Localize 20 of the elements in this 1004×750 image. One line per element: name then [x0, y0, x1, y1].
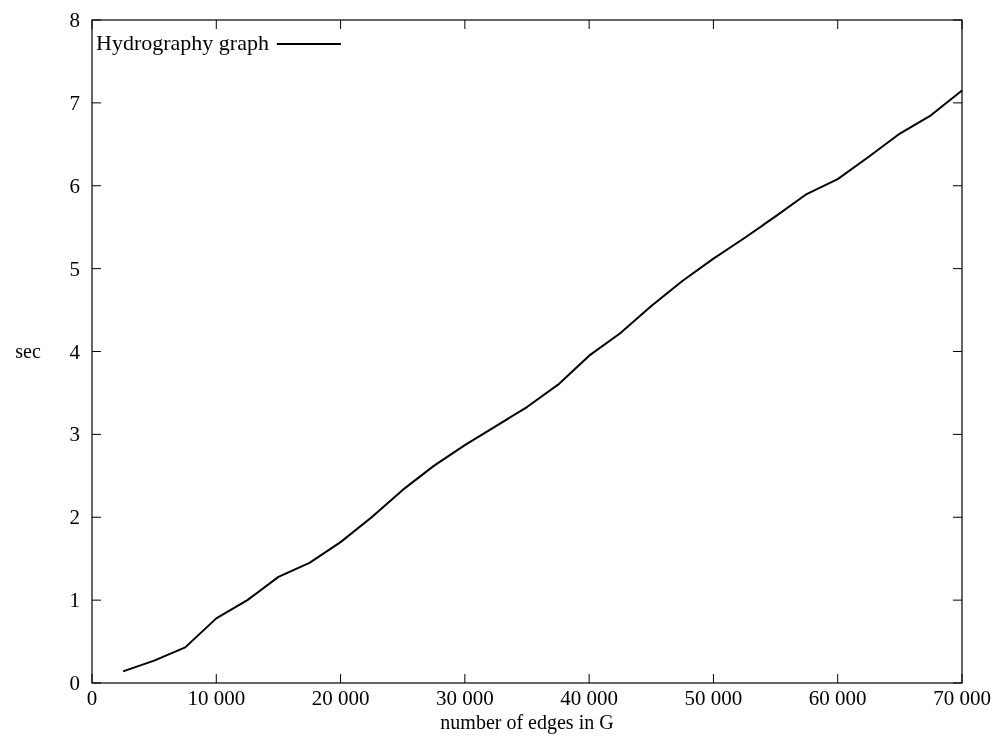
- x-tick-label: 50 000: [684, 686, 743, 710]
- y-tick-label: 5: [69, 256, 80, 281]
- y-tick-label: 6: [69, 173, 80, 198]
- y-axis-title: sec: [15, 339, 41, 362]
- y-tick-label: 0: [69, 671, 80, 695]
- y-tick-label: 4: [69, 339, 81, 364]
- x-tick-label: 30 000: [435, 686, 494, 710]
- y-tick-label: 3: [69, 422, 80, 447]
- x-axis-title: number of edges in G: [440, 711, 614, 734]
- y-tick-label: 1: [69, 588, 80, 613]
- x-tick-label: 20 000: [311, 686, 370, 710]
- y-tick-label: 7: [69, 90, 80, 115]
- y-tick-label: 8: [69, 8, 80, 32]
- x-tick-label: 0: [86, 686, 98, 710]
- x-tick-label: 70 000: [933, 686, 991, 710]
- x-tick-label: 40 000: [560, 686, 619, 710]
- x-tick-label: 10 000: [187, 686, 246, 710]
- legend-label: Hydrography graph: [96, 30, 269, 55]
- x-tick-label: 60 000: [808, 686, 867, 710]
- y-tick-label: 2: [69, 505, 80, 530]
